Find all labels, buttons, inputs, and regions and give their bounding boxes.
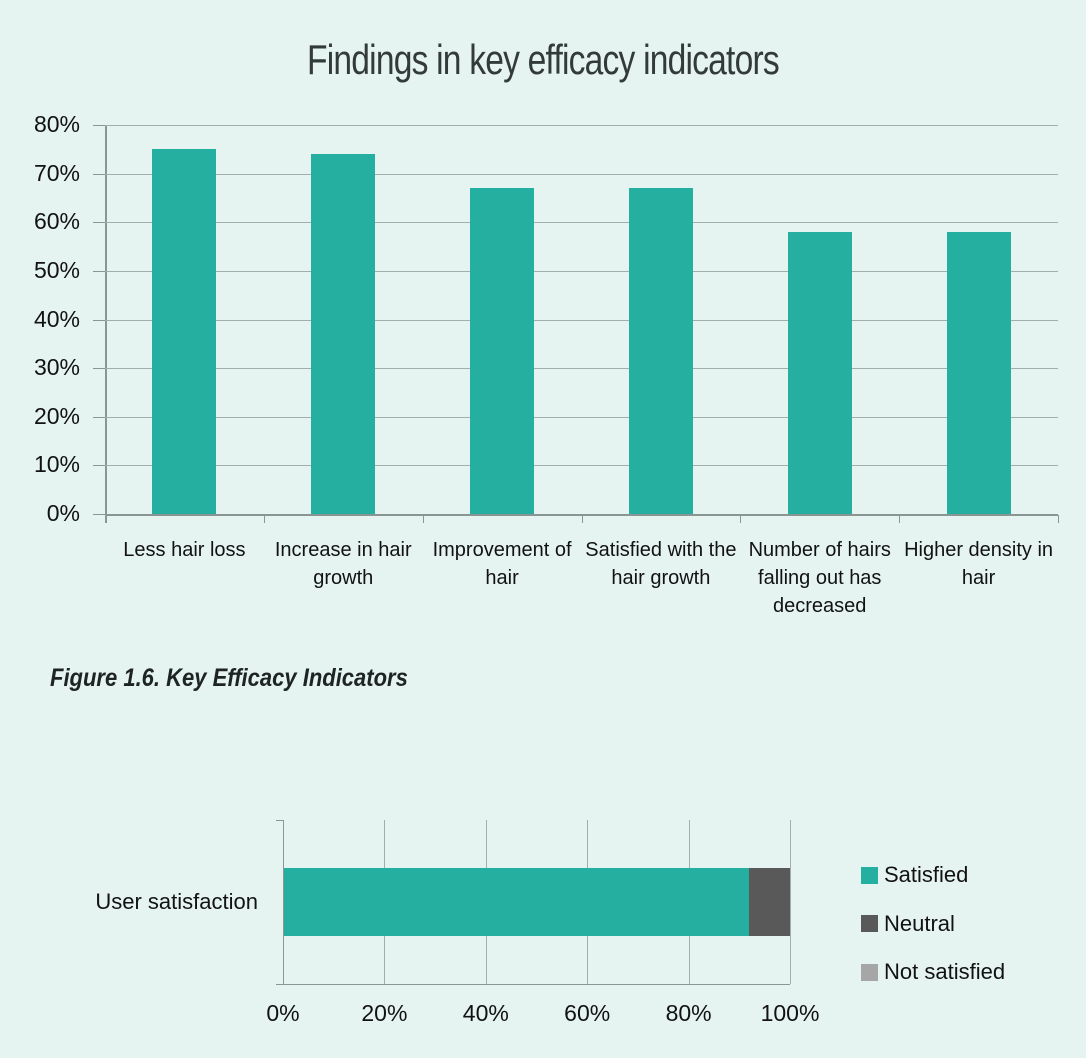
legend-label: Satisfied	[884, 862, 969, 887]
chart1-x-tick	[740, 515, 742, 523]
chart1-gridline	[105, 173, 1058, 175]
chart1-bar-2	[311, 154, 376, 514]
chart1-x-axis-labels: Less hair loss Increase in hair growth Imp…	[105, 536, 1058, 620]
chart2-plot-area	[283, 820, 791, 984]
chart1-y-tick	[93, 222, 105, 224]
chart1-bar-5	[787, 231, 852, 514]
chart1-y-tick-label: 20%	[33, 402, 80, 429]
legend-label: Neutral	[884, 910, 955, 936]
chart1-y-tick	[93, 125, 105, 126]
chart1-y-tick	[93, 319, 105, 321]
chart2-y-tick	[276, 984, 283, 985]
figure-caption: Figure 1.6. Key Efficacy Indicators	[50, 664, 457, 693]
chart1-gridline	[105, 416, 1058, 418]
legend-item-neutral: Neutral	[861, 910, 955, 936]
chart2-x-tick-label: 40%	[462, 1000, 509, 1026]
chart1-bar-1	[152, 149, 217, 514]
chart1-y-tick-label: 10%	[33, 451, 80, 478]
chart1-y-tick	[93, 514, 105, 515]
chart1-x-tick	[422, 515, 424, 523]
chart1-x-tick	[1058, 515, 1059, 523]
chart1-category-label: Higher density in hair	[904, 539, 1054, 589]
legend-item-not-satisfied: Not satisfied	[861, 959, 1006, 984]
chart2-y-axis-line	[283, 820, 284, 984]
chart1-gridline	[105, 368, 1058, 370]
chart1-title-text: Findings in key efficacy indicators	[307, 36, 780, 83]
chart1-y-tick	[93, 173, 105, 175]
chart1-y-tick	[93, 368, 105, 370]
chart1-y-tick-label: 70%	[33, 159, 80, 186]
chart2-y-tick	[276, 820, 283, 821]
chart1-gridline	[105, 125, 1058, 126]
chart1-bar-3	[470, 188, 535, 514]
chart1-y-tick-label: 40%	[33, 305, 80, 332]
chart1-y-tick-label: 60%	[33, 208, 80, 235]
chart1-x-tick	[105, 515, 106, 523]
legend-swatch-icon	[861, 963, 878, 981]
chart1-x-tick	[581, 515, 583, 523]
chart2-x-tick-label: 20%	[361, 1000, 408, 1026]
chart2-segment-neutral	[749, 868, 790, 936]
chart1-y-tick-label: 50%	[33, 256, 80, 283]
figure-caption-text: Figure 1.6. Key Efficacy Indicators	[50, 664, 408, 692]
legend-swatch-icon	[861, 866, 878, 884]
chart1-y-tick-label: 30%	[33, 354, 80, 381]
chart2-x-axis-line	[276, 984, 790, 985]
chart1-title: Findings in key efficacy indicators	[0, 36, 1086, 84]
chart1-gridline	[105, 222, 1058, 224]
chart1-y-tick-label: 80%	[33, 111, 80, 137]
chart1-y-tick	[93, 416, 105, 418]
chart1-plot-area	[105, 125, 1058, 514]
chart1-category-label: Improvement of hair	[432, 539, 572, 589]
chart1-y-tick	[93, 465, 105, 467]
legend-swatch-icon	[861, 915, 878, 932]
chart1-gridline	[105, 319, 1058, 321]
chart1-y-tick	[93, 270, 105, 272]
chart1-gridline	[105, 465, 1058, 467]
chart1-bar-6	[946, 231, 1011, 514]
chart2-x-tick-label: 0%	[266, 1000, 300, 1026]
chart2-x-tick-label: 80%	[665, 1000, 712, 1026]
chart1-gridline	[105, 270, 1058, 272]
legend-label: Not satisfied	[884, 959, 1006, 984]
chart2-category-label: User satisfaction	[95, 889, 258, 914]
chart1-category-label: Less hair loss	[123, 539, 246, 561]
chart2-x-tick-label: 60%	[564, 1000, 611, 1026]
legend-item-satisfied: Satisfied	[861, 862, 969, 887]
chart1-x-tick	[899, 515, 901, 523]
chart2-x-tick-label: 100%	[760, 1000, 820, 1026]
chart1-bar-4	[628, 188, 693, 514]
chart1-category-label: Increase in hair growth	[274, 539, 412, 589]
chart1-y-tick-label: 0%	[46, 500, 80, 526]
chart1-category-label: Satisfied with the hair growth	[585, 539, 737, 589]
chart2-x-axis-labels: 0% 20% 40% 60% 80% 100%	[266, 1000, 819, 1030]
chart2-segment-satisfied	[283, 868, 750, 936]
chart2-gridline	[790, 820, 791, 984]
chart1-x-tick	[263, 515, 265, 523]
chart1-category-label: Number of hairs falling out has decrease…	[748, 539, 891, 617]
chart1-y-axis-line	[105, 125, 107, 523]
